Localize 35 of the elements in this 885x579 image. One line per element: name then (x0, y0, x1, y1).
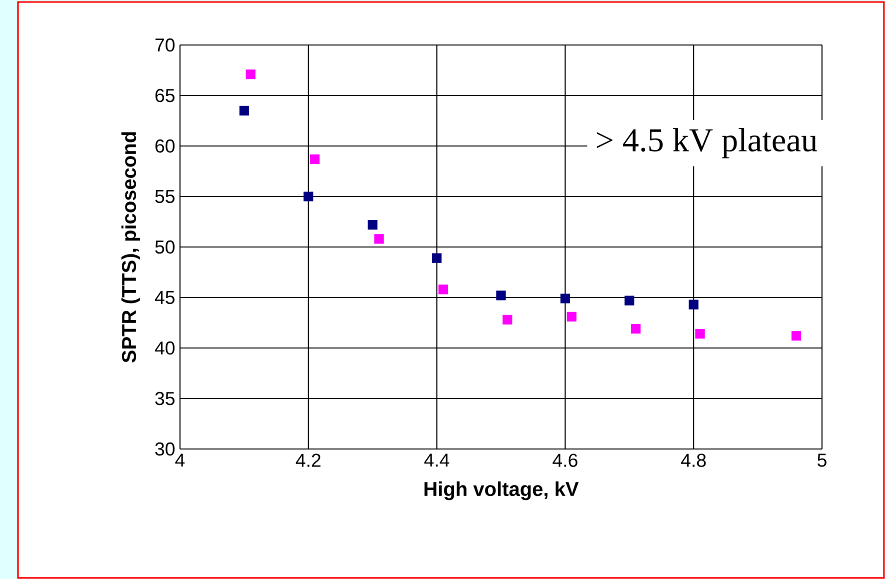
x-tick-label: 5 (818, 454, 826, 467)
point (246, 69, 256, 80)
point (368, 220, 378, 230)
y-tick-label: 35 (155, 392, 175, 406)
x-axis-title: High voltage, kV (424, 481, 579, 500)
point (432, 253, 442, 263)
point (624, 296, 634, 306)
x-tick-label: 4.2 (296, 454, 320, 467)
y-tick-label: 60 (155, 139, 175, 153)
point (695, 329, 705, 339)
point (374, 234, 384, 244)
y-tick-label: 65 (155, 88, 175, 102)
point (631, 324, 641, 334)
point (566, 312, 576, 322)
y-tick-label: 45 (154, 290, 175, 304)
point (688, 300, 698, 310)
annotation: > 4.5 kV plateau (596, 128, 818, 158)
point (438, 284, 448, 294)
y-tick-label: 30 (155, 442, 175, 456)
point (304, 192, 314, 202)
x-tick-label: 4.4 (424, 454, 450, 467)
x-tick-label: 4.6 (552, 454, 578, 467)
y-axis-title: SPTR (TTS), picosecond (121, 132, 140, 363)
y-tick-label: 40 (154, 341, 175, 355)
y-tick-label: 70 (155, 38, 175, 52)
x-tick-label: 4.8 (681, 454, 706, 467)
point (502, 314, 512, 325)
point (239, 106, 250, 116)
point (310, 154, 320, 164)
x-tick-label: 4 (175, 454, 185, 467)
point (560, 294, 570, 304)
point (792, 331, 802, 341)
y-tick-label: 50 (155, 240, 175, 254)
y-tick-label: 55 (155, 190, 175, 204)
point (496, 290, 506, 300)
